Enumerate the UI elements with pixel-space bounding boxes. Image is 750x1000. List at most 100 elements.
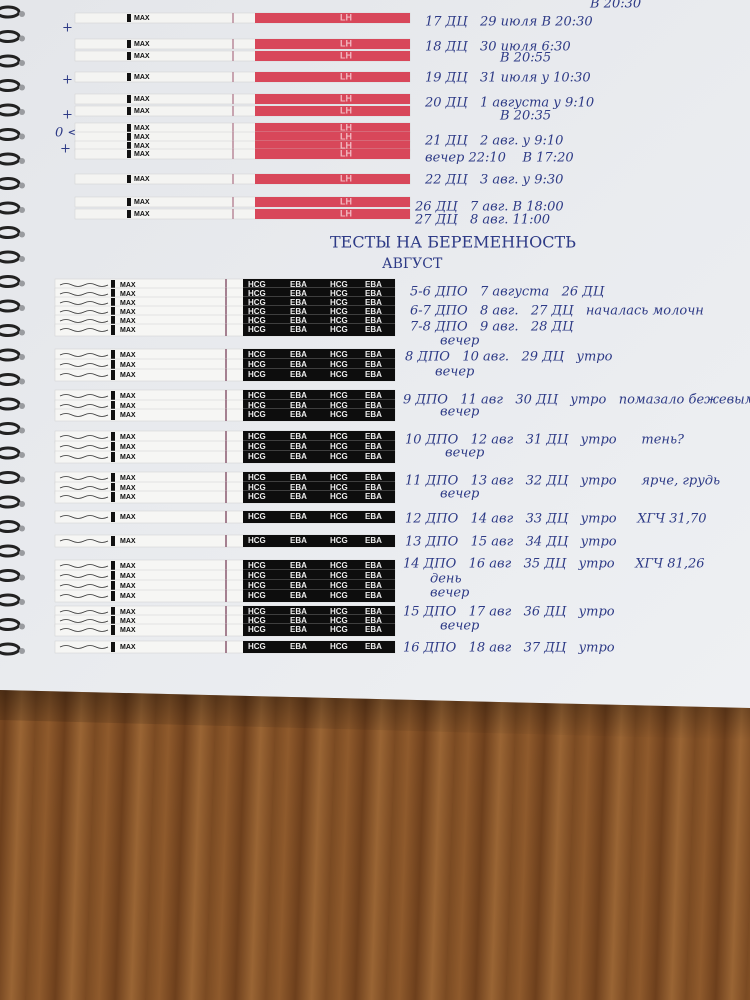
strip-mark	[111, 642, 115, 652]
strip-mark	[111, 432, 115, 442]
strip-hcg: HCG	[248, 473, 266, 482]
strip-lh: LH	[340, 38, 352, 48]
strip-hcg: HCG	[330, 492, 348, 501]
strip-hcg: HCG	[248, 512, 266, 521]
strip-max: MAX	[120, 583, 136, 590]
lh-strip: MAX LH	[74, 38, 411, 50]
strip-eba: EBA	[290, 442, 307, 451]
wave	[59, 486, 109, 490]
strip-eba: EBA	[365, 360, 382, 369]
strip-max: MAX	[120, 573, 136, 580]
strip-mark	[127, 14, 131, 22]
hole	[19, 476, 25, 483]
strip-eba: EBA	[290, 642, 307, 651]
strip-hcg: HCG	[248, 432, 266, 441]
hole	[19, 329, 25, 336]
strip-band	[243, 491, 395, 503]
wave	[59, 404, 109, 408]
lh-note: 20 ДЦ 1 августа у 9:10	[424, 96, 594, 111]
hole	[19, 550, 25, 556]
hole	[19, 60, 25, 66]
wave	[59, 310, 109, 314]
strip-hcg: HCG	[248, 616, 266, 625]
strip-max: MAX	[134, 199, 150, 206]
strip-hcg: HCG	[330, 452, 348, 461]
strip-eba: EBA	[290, 616, 307, 625]
strip-hcg: HCG	[248, 307, 266, 316]
strip-eba: EBA	[365, 442, 382, 451]
hole	[19, 305, 25, 311]
lh-note: В 20:35	[499, 109, 551, 124]
strip-eba: EBA	[290, 512, 307, 521]
strip-mark	[111, 571, 115, 581]
strip-hcg: HCG	[330, 410, 348, 419]
strip-mark	[111, 512, 115, 522]
strip-hcg: HCG	[330, 360, 348, 369]
strip-max: MAX	[120, 563, 136, 570]
strip-band	[255, 123, 410, 133]
subheading: АВГУСТ	[382, 256, 443, 272]
ring	[0, 544, 21, 558]
strip-max: MAX	[134, 125, 150, 132]
strip-eba: EBA	[290, 452, 307, 461]
strip-hcg: HCG	[330, 483, 348, 492]
strip-mark	[127, 198, 131, 206]
hcg-note: 16 ДПО 18 авг 37 ДЦ утро	[403, 641, 615, 656]
hcg-note: 10 ДПО 12 авг 31 ДЦ утро тень?	[405, 433, 685, 448]
strip-max: MAX	[120, 514, 136, 521]
strip-eba: EBA	[365, 432, 382, 441]
strip-eba: EBA	[365, 298, 382, 307]
strip-hcg: HCG	[330, 581, 348, 590]
strip-eba: EBA	[290, 473, 307, 482]
strip-eba: EBA	[290, 483, 307, 492]
strip-band	[255, 197, 410, 207]
strip-max: MAX	[134, 74, 150, 81]
strip-band	[243, 535, 395, 547]
strip-eba: EBA	[365, 616, 382, 625]
strip-eba: EBA	[365, 391, 382, 400]
strip-max: MAX	[120, 609, 136, 616]
strip-hcg: HCG	[248, 607, 266, 616]
ring	[0, 30, 21, 43]
strip-mark	[111, 452, 115, 462]
strip-mark	[111, 370, 115, 380]
strip-max: MAX	[134, 143, 150, 150]
hole	[19, 84, 25, 91]
strip-max: MAX	[134, 134, 150, 141]
wave	[59, 645, 109, 649]
lh-strip: MAX LH	[74, 131, 411, 143]
hcg-note: 5-6 ДПО 7 августа 26 ДЦ	[410, 285, 605, 300]
strip-band	[255, 106, 410, 116]
strip-band	[243, 641, 395, 653]
strip-lh: LH	[340, 71, 352, 81]
hole	[19, 501, 25, 507]
strip-band	[243, 624, 395, 636]
wave	[59, 476, 109, 480]
hcg-note: 11 ДПО 13 авг 32 ДЦ утро ярче, грудь	[405, 474, 720, 489]
strip-eba: EBA	[290, 316, 307, 325]
strip-eba: EBA	[290, 289, 307, 298]
hole	[19, 599, 25, 605]
lh-note: 26 ДЦ 7 авг. В 18:00	[414, 200, 564, 215]
wave	[59, 539, 109, 543]
strip-lh: LH	[340, 208, 352, 218]
strip-eba: EBA	[365, 642, 382, 651]
hcg-strip: MAX HCG EBA HCG EBA	[54, 323, 396, 337]
strip-hcg: HCG	[248, 591, 266, 600]
strip-band	[243, 560, 395, 572]
strip-max: MAX	[120, 309, 136, 316]
strip-max: MAX	[134, 151, 150, 158]
strip-mark	[111, 325, 115, 335]
lh-strip: MAX LH	[74, 93, 411, 105]
hcg-note: день	[430, 572, 462, 587]
lh-note: вечер 22:10 В 17:20	[425, 151, 574, 166]
hcg-note: вечер	[440, 487, 480, 502]
hcg-strip: MAX HCG EBA HCG EBA	[54, 471, 396, 485]
wave	[59, 564, 109, 568]
wave	[59, 435, 109, 439]
strip-mark	[127, 52, 131, 60]
hole	[19, 648, 25, 654]
lh-note: 21 ДЦ 2 авг. у 9:10	[424, 134, 563, 149]
ring	[0, 324, 21, 337]
